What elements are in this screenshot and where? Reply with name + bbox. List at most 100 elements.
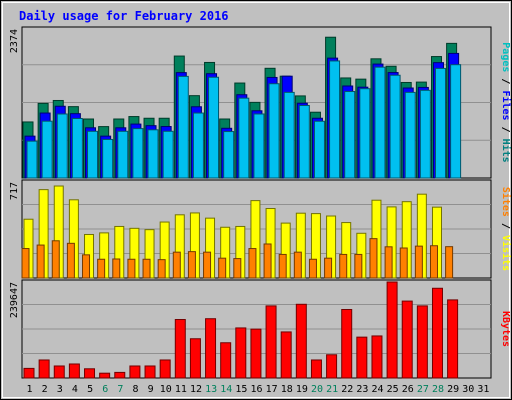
chart-title: Daily usage for February 2016 xyxy=(19,9,229,23)
bar-sites-day-8 xyxy=(127,258,136,279)
bar-kbytes-day-6 xyxy=(99,372,111,379)
x-tick-label: 30 xyxy=(462,384,474,395)
series-label-kbytes: KBytes xyxy=(500,311,511,347)
bar-pages-day-17 xyxy=(268,83,280,179)
bar-pages-day-22 xyxy=(344,91,356,179)
bar-pages-day-19 xyxy=(298,105,310,179)
bar-pages-day-20 xyxy=(313,120,325,179)
bar-kbytes-day-1 xyxy=(23,367,35,379)
bar-sites-day-3 xyxy=(51,240,60,279)
x-tick-label: 24 xyxy=(372,384,384,395)
bar-pages-day-25 xyxy=(389,74,401,179)
label-separator: / xyxy=(500,121,511,139)
bar-pages-day-2 xyxy=(41,120,53,179)
bar-kbytes-day-11 xyxy=(174,319,186,379)
x-tick-label: 18 xyxy=(281,384,293,395)
bar-pages-day-26 xyxy=(404,91,416,179)
x-tick-label: 12 xyxy=(190,384,202,395)
bar-kbytes-day-10 xyxy=(159,359,171,379)
x-tick-label: 17 xyxy=(266,384,278,395)
bar-pages-day-8 xyxy=(132,128,144,179)
series-label-visits: Visits xyxy=(500,235,512,271)
bar-kbytes-day-17 xyxy=(265,305,277,379)
bar-sites-day-13 xyxy=(203,251,212,279)
x-tick-label: 19 xyxy=(296,384,308,395)
bar-pages-day-27 xyxy=(419,89,431,179)
bar-kbytes-day-15 xyxy=(235,327,247,379)
series-axis-label: KBytes xyxy=(500,311,511,347)
bar-kbytes-day-25 xyxy=(386,281,398,379)
bar-pages-day-11 xyxy=(177,75,189,179)
bar-sites-day-24 xyxy=(369,238,378,279)
bar-pages-day-5 xyxy=(87,130,99,179)
x-tick-label: 8 xyxy=(132,384,138,395)
bar-pages-day-18 xyxy=(283,91,295,179)
x-tick-label: 3 xyxy=(57,384,63,395)
x-tick-label: 25 xyxy=(387,384,399,395)
kbytes-panel: 239647 KBytes xyxy=(9,279,511,379)
bar-sites-day-10 xyxy=(157,259,166,279)
bar-sites-day-23 xyxy=(354,253,363,279)
x-tick-label: 28 xyxy=(432,384,444,395)
bar-kbytes-day-18 xyxy=(280,331,292,379)
series-axis-label: Sites / Visits xyxy=(500,187,512,271)
bar-kbytes-day-4 xyxy=(68,363,80,379)
x-tick-label: 9 xyxy=(148,384,154,395)
bar-pages-day-10 xyxy=(162,130,174,179)
x-tick-label: 6 xyxy=(102,384,108,395)
x-tick-label: 21 xyxy=(326,384,338,395)
chart-panels: 2374 Pages / Files / Hits 717 Sites / Visit… xyxy=(9,26,512,379)
series-label-files: Files xyxy=(500,90,512,120)
bar-pages-day-6 xyxy=(102,138,114,179)
bar-sites-day-1 xyxy=(21,248,30,279)
bar-kbytes-day-7 xyxy=(114,371,126,379)
x-tick-label: 4 xyxy=(72,384,78,395)
bar-pages-day-15 xyxy=(238,97,250,179)
x-tick-label: 29 xyxy=(447,384,459,395)
bar-pages-day-16 xyxy=(253,113,265,179)
bar-kbytes-day-23 xyxy=(356,336,368,379)
bar-pages-day-4 xyxy=(71,118,83,179)
series-label-hits: Hits xyxy=(500,139,512,163)
x-tick-label: 15 xyxy=(235,384,247,395)
bar-pages-day-1 xyxy=(26,140,38,179)
bar-kbytes-day-21 xyxy=(326,354,338,379)
x-tick-label: 2 xyxy=(42,384,48,395)
bar-kbytes-day-8 xyxy=(129,365,141,379)
series-label-sites: Sites xyxy=(500,187,512,217)
x-tick-label: 20 xyxy=(311,384,323,395)
series-axis-label: Pages / Files / Hits xyxy=(500,42,512,162)
x-tick-label: 10 xyxy=(160,384,172,395)
bar-sites-day-20 xyxy=(308,258,317,279)
bar-pages-day-14 xyxy=(223,131,235,179)
bar-kbytes-day-9 xyxy=(144,365,156,379)
bar-sites-day-26 xyxy=(399,247,408,279)
x-tick-label: 14 xyxy=(220,384,232,395)
bar-sites-day-4 xyxy=(66,242,75,279)
bar-sites-day-9 xyxy=(142,258,151,279)
bar-sites-day-2 xyxy=(36,244,45,279)
bar-sites-day-19 xyxy=(293,251,302,279)
bar-pages-day-28 xyxy=(434,67,446,179)
bar-kbytes-day-20 xyxy=(310,359,322,379)
bar-kbytes-day-3 xyxy=(53,365,65,379)
y-max-label: 2374 xyxy=(9,29,20,53)
bar-sites-day-22 xyxy=(339,253,348,279)
label-separator: / xyxy=(500,72,511,90)
x-tick-label: 5 xyxy=(87,384,93,395)
bar-sites-day-29 xyxy=(445,246,454,279)
y-max-label: 239647 xyxy=(9,282,20,318)
bar-kbytes-day-14 xyxy=(220,342,232,379)
bar-kbytes-day-29 xyxy=(447,299,459,379)
x-tick-label: 11 xyxy=(175,384,187,395)
bar-kbytes-day-22 xyxy=(341,308,353,379)
bar-pages-day-21 xyxy=(329,60,341,179)
x-tick-label: 31 xyxy=(477,384,489,395)
bar-sites-day-7 xyxy=(112,258,121,279)
bar-sites-day-21 xyxy=(324,257,333,279)
bar-pages-day-3 xyxy=(56,113,68,179)
bar-sites-day-25 xyxy=(384,246,393,279)
